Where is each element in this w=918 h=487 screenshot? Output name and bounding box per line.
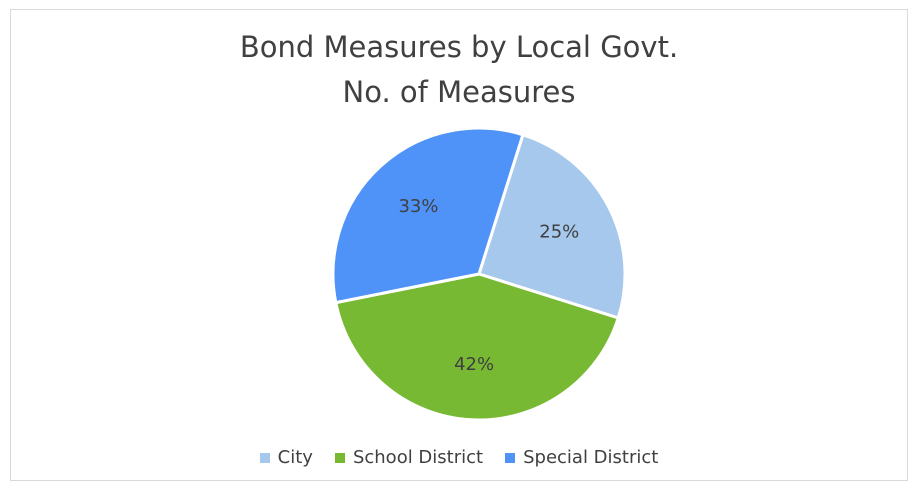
- legend-label-city: City: [277, 447, 313, 468]
- pie-slice-school-district: [334, 272, 620, 422]
- data-label-special-district: 33%: [398, 196, 438, 217]
- legend-swatch-school-district: [334, 452, 345, 463]
- pie-slice-city: [477, 133, 627, 320]
- legend-label-school-district: School District: [352, 447, 484, 468]
- legend-swatch-special-district: [505, 452, 516, 463]
- legend-item-special-district: Special District: [505, 447, 658, 468]
- legend-item-city: City: [259, 447, 313, 468]
- legend-label-special-district: Special District: [523, 447, 659, 468]
- legend-item-school-district: School District: [334, 447, 484, 468]
- legend: City School District Special District: [11, 447, 907, 468]
- pie-slices: [331, 126, 627, 422]
- legend-swatch-city: [259, 452, 270, 463]
- data-label-school-district: 42%: [454, 354, 494, 375]
- chart-area: Bond Measures by Local Govt. No. of Meas…: [10, 9, 908, 481]
- data-label-city: 25%: [539, 222, 579, 243]
- chart-subtitle: No. of Measures: [342, 75, 576, 109]
- pie-chart: 25% 42% 33%: [331, 126, 627, 422]
- chart-title: Bond Measures by Local Govt.: [239, 30, 679, 64]
- pie-data-labels: 25% 42% 33%: [398, 196, 579, 375]
- pie-slice-special-district: [331, 126, 525, 305]
